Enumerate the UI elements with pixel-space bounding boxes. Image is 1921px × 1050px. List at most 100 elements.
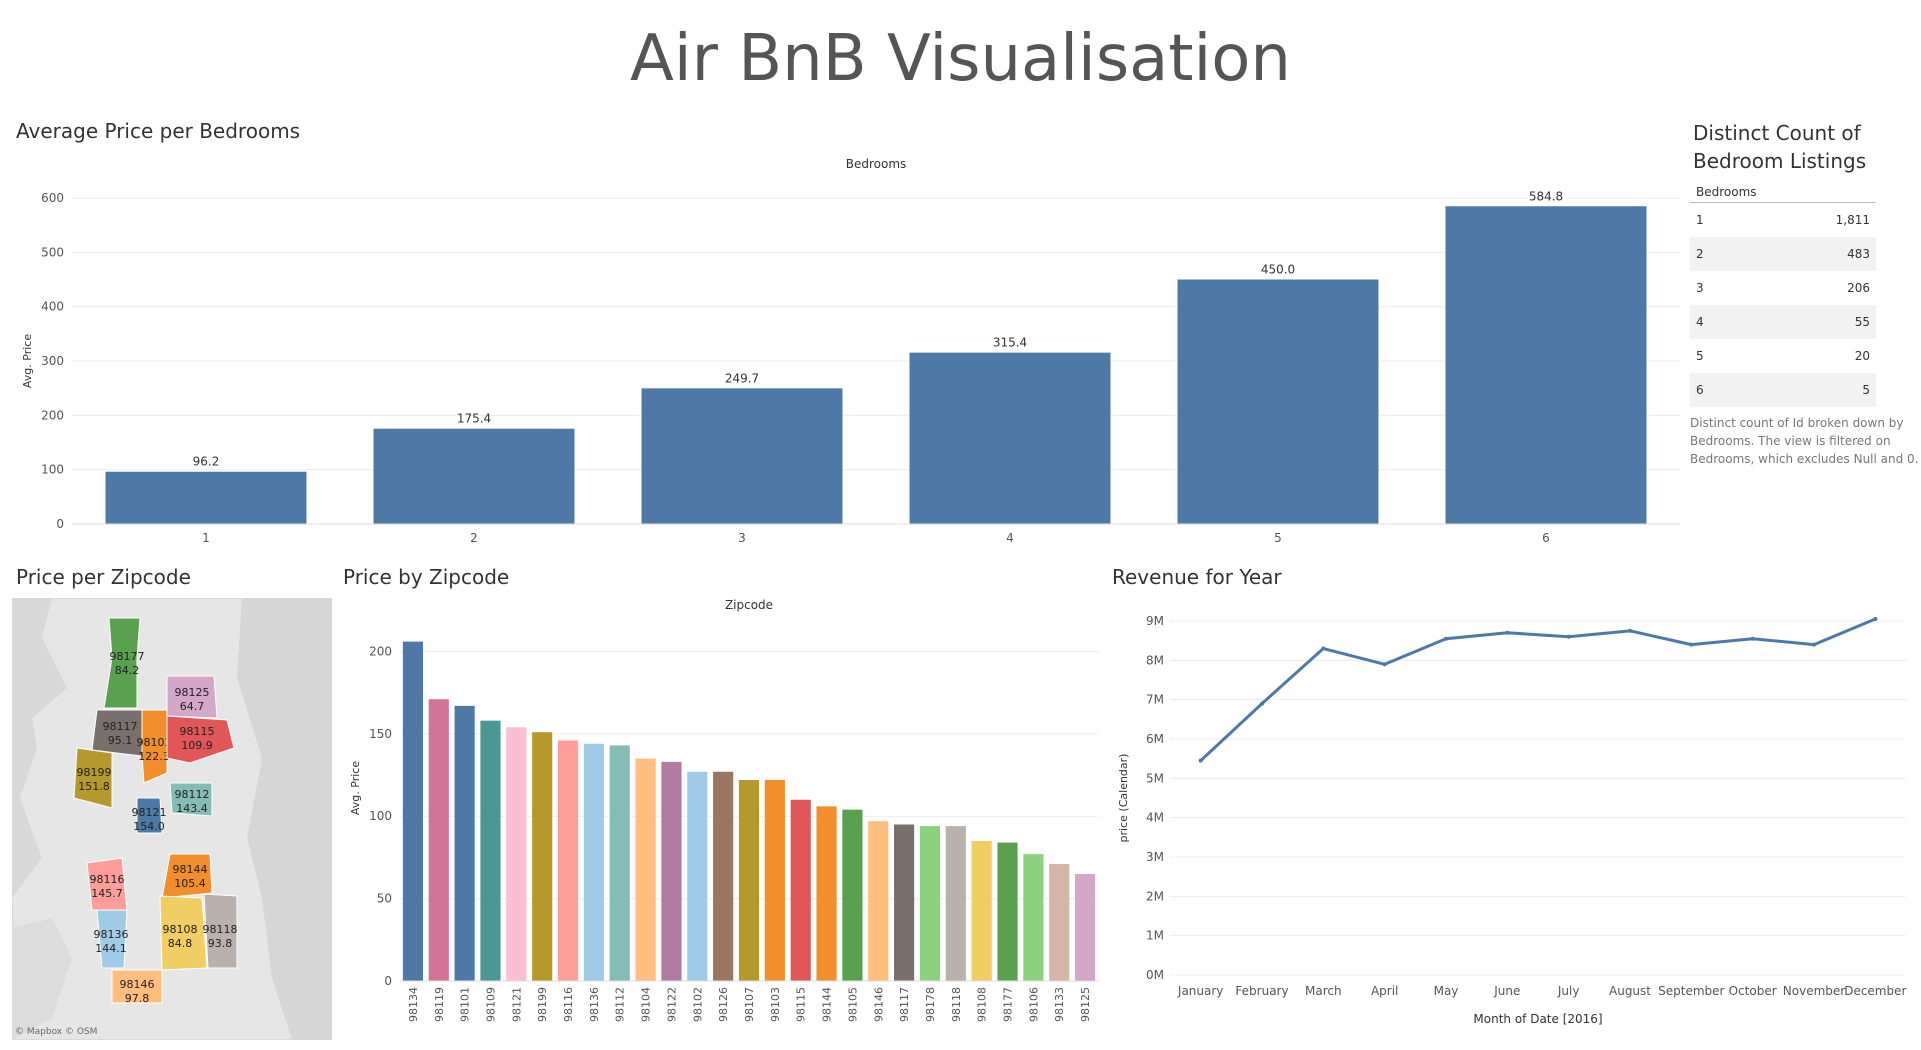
revenue-series-line[interactable] (1199, 617, 1876, 762)
bedrooms-ytick-label: 400 (41, 300, 64, 314)
zipcode-bar[interactable] (532, 732, 553, 981)
revenue-point[interactable] (1812, 642, 1816, 647)
bedrooms-ytick-label: 600 (41, 191, 64, 205)
map-region-98108[interactable] (159, 895, 208, 971)
map-land-west (12, 598, 67, 898)
bedrooms-bar[interactable] (1445, 206, 1647, 524)
map-region-98125[interactable] (166, 675, 218, 719)
zipcode-xtick-label: 98118 (950, 987, 963, 1022)
zipcode-bar[interactable] (557, 740, 579, 981)
bedrooms-yaxis-label: Avg. Price (21, 334, 34, 388)
dashboard-title: Air BnB Visualisation (630, 22, 1291, 96)
zipcode-bar[interactable] (687, 771, 708, 981)
revenue-ytick-label: 3M (1146, 850, 1164, 864)
bedrooms-ytick-label: 0 (56, 517, 64, 531)
zipcode-bar[interactable] (1074, 873, 1096, 981)
zipcode-bar[interactable] (609, 745, 630, 981)
revenue-point[interactable] (1321, 646, 1326, 651)
zipcode-bar[interactable] (635, 758, 656, 981)
map-region-98177[interactable] (103, 617, 141, 709)
revenue-point[interactable] (1566, 634, 1571, 639)
map-region-98117[interactable] (91, 709, 143, 757)
revenue-point[interactable] (1628, 628, 1632, 633)
zipcode-bar[interactable] (454, 705, 475, 981)
table-cell-count: 483 (1745, 237, 1876, 271)
zipcode-bar[interactable] (480, 720, 501, 981)
zipcode-bar[interactable] (868, 821, 889, 981)
zipcode-bar[interactable] (894, 824, 915, 981)
zipcode-xtick-label: 98144 (821, 987, 834, 1022)
revenue-ytick-label: 6M (1146, 732, 1164, 746)
revenue-ytick-label: 1M (1146, 929, 1164, 943)
map-region-zip-label: 98118 (203, 923, 238, 936)
zipcode-bar[interactable] (816, 806, 837, 981)
zipcode-header-label: Zipcode (725, 598, 773, 612)
bedrooms-bar[interactable] (1177, 279, 1379, 525)
map-region-98144[interactable] (161, 853, 213, 899)
revenue-ytick-label: 5M (1146, 771, 1164, 785)
revenue-ytick-label: 0M (1146, 968, 1164, 982)
map-region-zip-label: 98146 (120, 978, 155, 991)
zipcode-bar[interactable] (1049, 864, 1070, 981)
zipcode-bar[interactable] (583, 743, 604, 981)
zipcode-xtick-label: 98136 (588, 987, 601, 1022)
table-row[interactable]: 5 20 (1690, 339, 1876, 373)
bedrooms-bar[interactable] (641, 388, 843, 524)
table-row[interactable]: 1 1,811 (1690, 203, 1876, 238)
table-row[interactable]: 3 206 (1690, 271, 1876, 305)
zipcode-xtick-label: 98119 (433, 987, 446, 1022)
zipcode-xtick-label: 98109 (484, 987, 497, 1022)
map-region-zip-label: 98112 (175, 788, 210, 801)
zipcode-xtick-label: 98112 (614, 987, 627, 1022)
map-region-98136[interactable] (96, 909, 128, 969)
revenue-point[interactable] (1444, 636, 1448, 641)
map-region-98118[interactable] (203, 893, 238, 969)
zipcode-xtick-label: 98178 (924, 987, 937, 1022)
zipcode-bar[interactable] (790, 799, 811, 981)
table-row[interactable]: 2 483 (1690, 237, 1876, 271)
zipcode-bar[interactable] (738, 779, 760, 981)
zipcode-bar[interactable] (713, 771, 734, 981)
revenue-point[interactable] (1689, 642, 1694, 647)
revenue-point[interactable] (1873, 617, 1878, 622)
zipcode-bar[interactable] (945, 826, 966, 981)
zipcode-bar[interactable] (997, 842, 1018, 981)
zipcode-bar[interactable] (428, 699, 449, 981)
bedrooms-bar[interactable] (105, 471, 307, 524)
zipcode-bar[interactable] (919, 826, 941, 981)
map-region-98199[interactable] (73, 747, 113, 809)
bedrooms-bar[interactable] (909, 352, 1111, 524)
zipcode-bar[interactable] (661, 761, 682, 981)
zipcode-xtick-label: 98126 (717, 987, 730, 1022)
bedrooms-data-label: 315.4 (993, 336, 1027, 350)
table-row[interactable]: 4 55 (1690, 305, 1876, 339)
revenue-point[interactable] (1260, 701, 1264, 706)
zipcode-bar[interactable] (764, 779, 785, 981)
revenue-point[interactable] (1382, 662, 1387, 667)
zipcode-bar[interactable] (506, 727, 527, 981)
bedrooms-bar[interactable] (373, 428, 575, 524)
zipcode-bar[interactable] (842, 809, 863, 981)
revenue-point[interactable] (1505, 630, 1510, 635)
map-region-98115[interactable] (166, 715, 235, 764)
map-land-southwest (12, 918, 72, 1040)
bedrooms-data-label: 450.0 (1261, 263, 1295, 277)
map-region-98146[interactable] (111, 969, 163, 1004)
map-region-98121[interactable] (136, 797, 163, 834)
revenue-point[interactable] (1198, 758, 1203, 763)
revenue-point[interactable] (1750, 636, 1755, 641)
zipcode-xtick-label: 98133 (1053, 987, 1066, 1022)
zipcode-xtick-label: 98103 (769, 987, 782, 1022)
zipcode-bar-chart: 0 50 100 150 200 Zipcode Avg. Price 98134 98119 9… (349, 598, 1098, 1022)
zipcode-bar[interactable] (971, 840, 992, 981)
revenue-xtick-label: August (1609, 984, 1651, 998)
zipcode-bar[interactable] (1023, 854, 1044, 981)
bedrooms-data-label: 584.8 (1529, 189, 1563, 203)
map-region-98112[interactable] (169, 782, 213, 817)
map-region-98103[interactable] (141, 709, 168, 784)
zipcode-xtick-label: 98116 (562, 987, 575, 1022)
zipcode-bar[interactable] (402, 641, 424, 981)
